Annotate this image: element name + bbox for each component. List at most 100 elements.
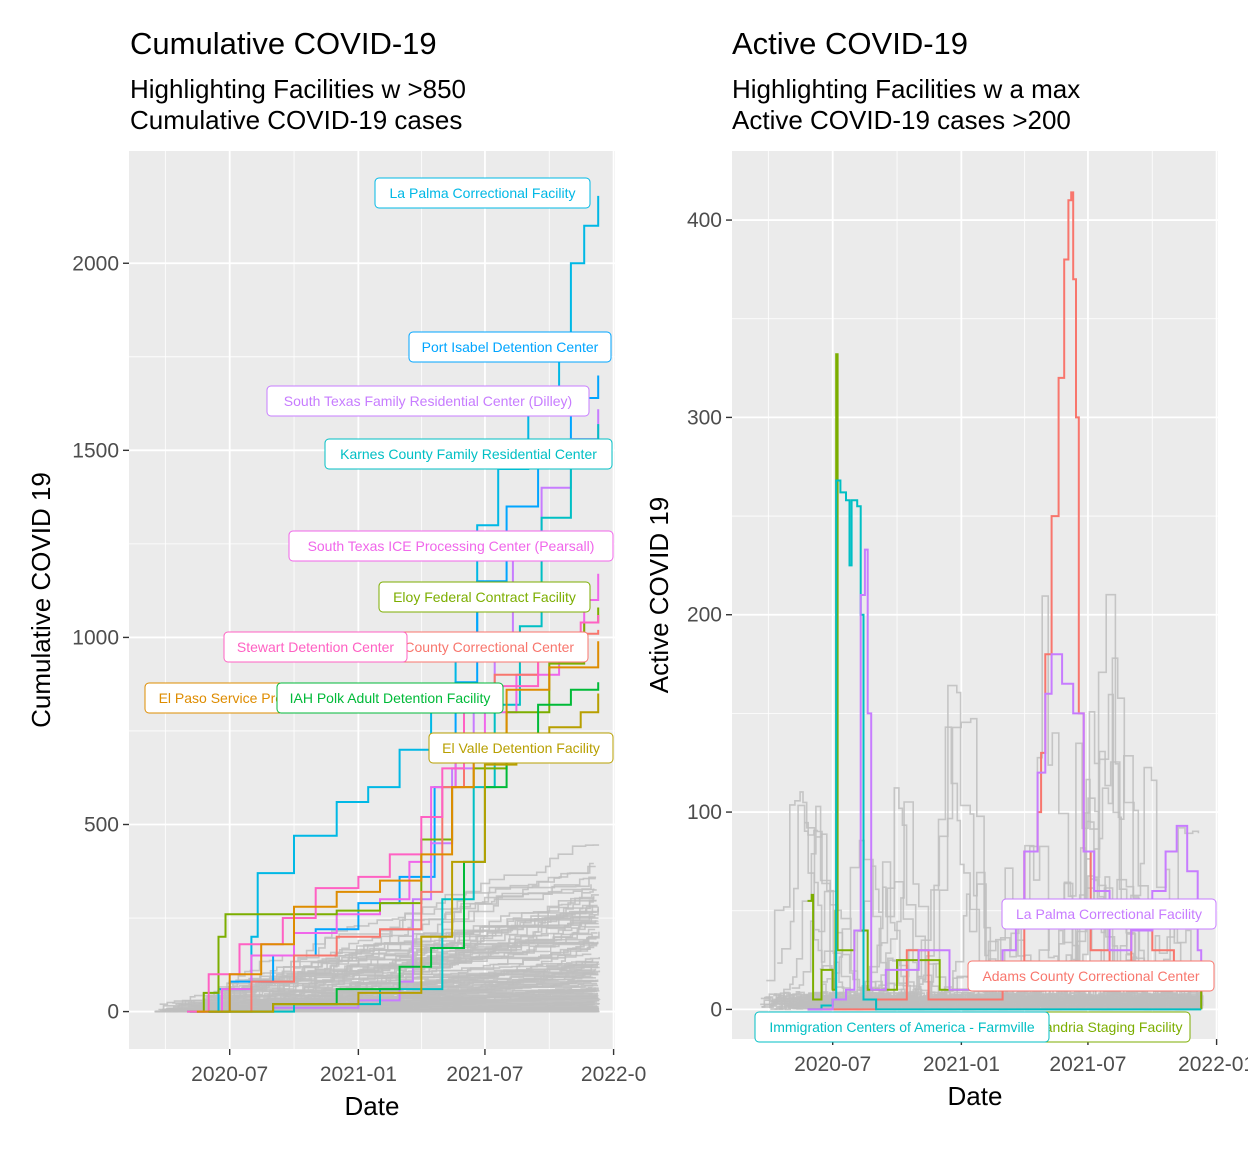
facility-label: La Palma Correctional Facility	[1001, 898, 1217, 930]
series-line	[208, 693, 600, 1013]
facility-labels: La Palma Correctional Facility Adams Coun…	[754, 898, 1217, 1043]
facility-label-box	[144, 682, 280, 714]
cumulative-chart-panel: Cumulative COVID-19 Highlighting Facilit…	[26, 26, 646, 1121]
facility-label: Port Isabel Detention Center	[408, 331, 612, 363]
facility-label-text: Adams County Correctional Center	[982, 968, 1199, 984]
facility-label-box	[223, 631, 408, 663]
background-facility-line	[814, 820, 1195, 1010]
x-tick-label: 2020-07	[794, 1053, 871, 1076]
y-tick-label: 0	[107, 1001, 119, 1024]
active-chart-svg: 0 100 200 300 400 2020-07 2021-01 2021-07 2022-0…	[644, 151, 1248, 1111]
x-tick-label: 2021-07	[1049, 1053, 1126, 1076]
facility-label-text: South Texas ICE Processing Center (Pears…	[308, 538, 595, 554]
facility-label: South Texas ICE Processing Center (Pears…	[288, 530, 614, 562]
facility-label-text: Stewart Detention Center	[237, 639, 395, 655]
facility-label-text: El Paso Service Processing Center	[159, 690, 377, 706]
facility-label-box	[967, 960, 1215, 992]
facility-label-text: Adams County Correctional Center	[357, 639, 574, 655]
facility-label-box	[266, 385, 590, 417]
facility-label-box	[1001, 898, 1217, 930]
plot-content	[760, 191, 1204, 1011]
x-axis-title: Date	[345, 1091, 400, 1121]
background-facility-lines	[154, 844, 601, 1013]
facility-label-text: Immigration Centers of America - Farmvil…	[769, 1019, 1035, 1035]
facility-label-text: Port Isabel Detention Center	[422, 339, 599, 355]
background-facility-line	[784, 595, 1200, 1010]
facility-label: Karnes County Family Residential Center	[324, 438, 613, 470]
facility-label-text: Karnes County Family Residential Center	[340, 446, 597, 462]
plot-background	[732, 151, 1218, 1039]
chart-title: Cumulative COVID-19	[130, 26, 437, 61]
x-axis-title: Date	[948, 1081, 1003, 1111]
facility-label-text: La Palma Correctional Facility	[1016, 906, 1202, 922]
y-tick-label: 1500	[72, 439, 119, 462]
facility-label-box	[378, 581, 591, 613]
facility-label: IAH Polk Adult Detention Facility	[276, 682, 504, 714]
facility-label: El Paso Service Processing Center	[144, 682, 377, 714]
chart-subtitle-line1: Highlighting Facilities w a max	[732, 74, 1081, 104]
background-facility-line	[155, 984, 599, 1013]
series-line	[196, 641, 600, 1013]
facility-label: La Palma Correctional Facility	[374, 177, 591, 209]
facility-label: South Texas Family Residential Center (D…	[266, 385, 590, 417]
facility-label: Eloy Federal Contract Facility	[378, 581, 591, 613]
background-facility-line	[206, 894, 599, 1005]
chart-subtitle-line1: Highlighting Facilities w >850	[130, 74, 467, 104]
y-tick-label: 500	[84, 814, 119, 837]
y-tick-label: 100	[687, 801, 722, 824]
facility-label-text: La Palma Correctional Facility	[390, 185, 576, 201]
x-tick-label: 2021-01	[320, 1063, 397, 1086]
facility-label-box	[374, 177, 591, 209]
facility-label-box	[1044, 1011, 1191, 1043]
chart-subtitle-line2: Cumulative COVID-19 cases	[130, 105, 463, 135]
background-facility-line	[177, 844, 600, 1007]
y-tick-label: 400	[687, 209, 722, 232]
facility-label: Immigration Centers of America - Farmvil…	[754, 1011, 1050, 1043]
y-tick-label: 1000	[72, 626, 119, 649]
x-tick-label: 2022-01	[1178, 1053, 1248, 1076]
y-axis-title: Active COVID 19	[644, 497, 674, 694]
series-line	[807, 548, 1203, 1011]
y-tick-label: 200	[687, 604, 722, 627]
background-facility-line	[200, 920, 599, 1013]
cumulative-chart-svg: 0 500 1000 1500 2000 2020-07 2021-01 2021-07 202…	[26, 151, 646, 1121]
facility-label-box	[324, 438, 613, 470]
background-facility-line	[203, 941, 595, 1010]
facility-labels: La Palma Correctional Facility Port Isabe…	[144, 177, 614, 764]
facility-label-text: El Valle Detention Facility	[442, 740, 600, 756]
facility-label-text: South Texas Family Residential Center (D…	[284, 393, 572, 409]
facility-label-box	[400, 631, 589, 663]
facility-label-box	[428, 732, 614, 764]
x-tick-label: 2020-07	[191, 1063, 268, 1086]
x-tick-label: 2022-0	[581, 1063, 646, 1086]
facility-label: Adams County Correctional Center	[357, 631, 589, 663]
background-facility-line	[206, 979, 594, 1013]
facility-label-box	[288, 530, 614, 562]
facility-label-box	[276, 682, 504, 714]
facility-label: Adams County Correctional Center	[967, 960, 1215, 992]
facility-label-box	[754, 1011, 1050, 1043]
x-tick-label: 2021-01	[923, 1053, 1000, 1076]
facility-label: El Valle Detention Facility	[428, 732, 614, 764]
facility-label: Stewart Detention Center	[223, 631, 408, 663]
y-tick-label: 0	[710, 998, 722, 1021]
background-facility-line	[194, 996, 599, 1013]
active-chart-panel: Active COVID-19 Highlighting Facilities …	[624, 0, 1248, 1152]
facility-label: Alexandria Staging Facility	[1018, 1011, 1191, 1043]
facility-label-text: Eloy Federal Contract Facility	[393, 589, 576, 605]
chart-title: Active COVID-19	[732, 26, 969, 61]
background-facility-line	[172, 896, 594, 1012]
y-tick-label: 300	[687, 406, 722, 429]
y-tick-label: 2000	[72, 252, 119, 275]
y-axis-title: Cumulative COVID 19	[26, 472, 56, 728]
facility-label-box	[408, 331, 612, 363]
plot-content	[154, 195, 601, 1013]
facility-label-text: IAH Polk Adult Detention Facility	[290, 690, 491, 706]
background-facility-line	[159, 917, 599, 1005]
background-facility-line	[178, 990, 595, 1013]
chart-subtitle-line2: Active COVID-19 cases >200	[732, 105, 1071, 135]
x-tick-label: 2021-07	[446, 1063, 523, 1086]
background-facility-line	[184, 904, 598, 1006]
background-facility-line	[174, 877, 596, 1013]
facility-label-text: Alexandria Staging Facility	[1018, 1019, 1183, 1035]
